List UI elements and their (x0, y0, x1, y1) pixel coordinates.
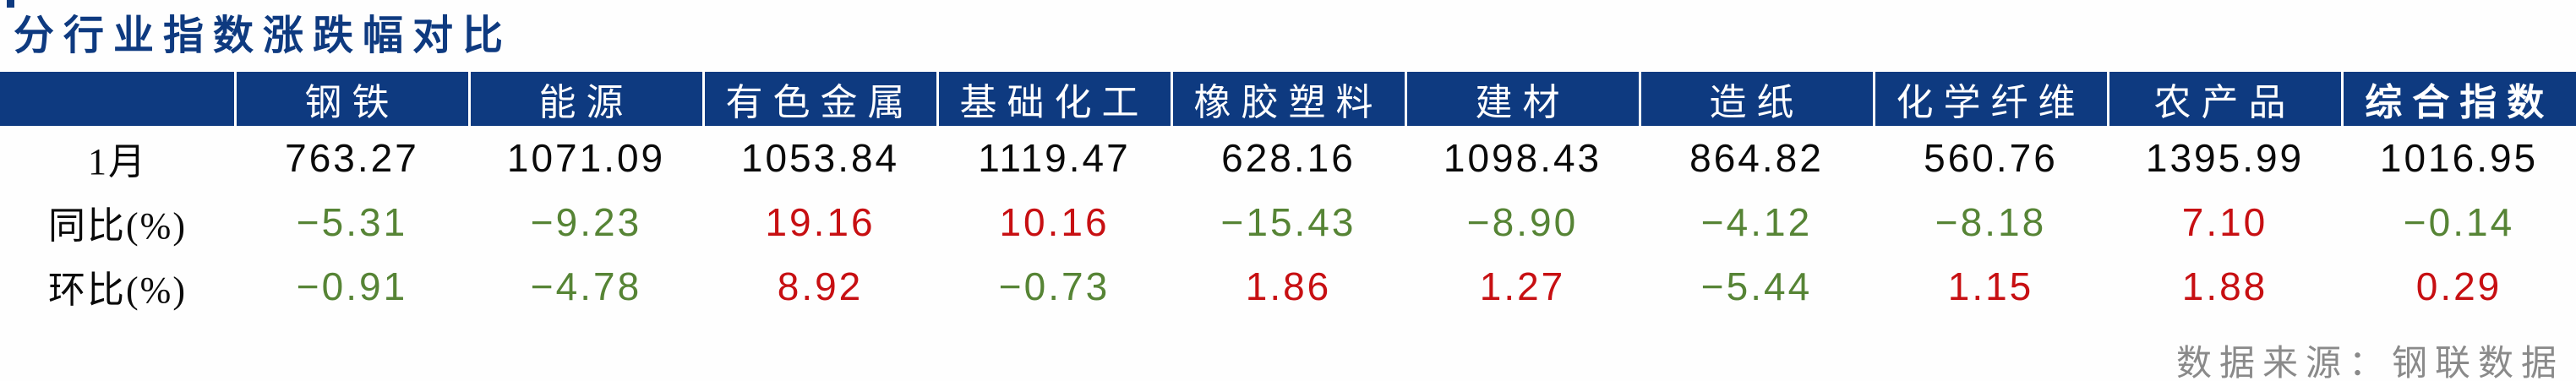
index-value-cell: 1395.99 (2145, 136, 2305, 180)
yoy-value-cell: 19.16 (765, 200, 876, 244)
mom-value-cell: 0.29 (2415, 264, 2502, 308)
blue-corner-fragment (7, 0, 14, 8)
yoy-value-cell: −5.31 (296, 200, 408, 244)
yoy-value-cell: 7.10 (2181, 200, 2268, 244)
data-source-note: 数据来源：钢联数据 (2175, 345, 2564, 381)
mom-value-cell: −0.73 (998, 264, 1111, 308)
col-header-chemical-fiber: 化学纤维 (1874, 72, 2109, 126)
yoy-value-cell: −15.43 (1220, 200, 1356, 244)
col-header-agricultural-products: 农产品 (2108, 72, 2344, 126)
col-header-steel: 钢铁 (235, 72, 471, 126)
mom-value-cell: 1.15 (1947, 264, 2034, 308)
row-label-header-cell (0, 72, 237, 126)
col-header-energy: 能源 (469, 72, 705, 126)
mom-value-cell: 8.92 (777, 264, 864, 308)
mom-value-cell: −5.44 (1700, 264, 1813, 308)
mom-value-cell: 1.88 (2181, 264, 2268, 308)
col-header-basic-chemicals: 基础化工 (937, 72, 1173, 126)
mom-value-cell: −4.78 (530, 264, 642, 308)
industry-index-table: 钢铁 能源 有色金属 基础化工 橡胶塑料 建材 造纸 化学纤维 农产品 综合指数… (0, 72, 2576, 318)
row-label-yoy: 同比(%) (48, 205, 187, 247)
index-value-cell: 1071.09 (506, 136, 666, 180)
index-value-cell: 628.16 (1221, 136, 1356, 180)
col-header-rubber-plastics: 橡胶塑料 (1171, 72, 1407, 126)
yoy-value-cell: −9.23 (530, 200, 642, 244)
col-header-composite-index: 综合指数 (2342, 72, 2576, 126)
table-row-mom: 环比(%) −0.91 −4.78 8.92 −0.73 1.86 1.27 −… (0, 254, 2576, 318)
yoy-value-cell: −4.12 (1700, 200, 1813, 244)
index-value-cell: 864.82 (1689, 136, 1824, 180)
row-label-january: 1月 (88, 141, 147, 182)
col-header-nonferrous-metals: 有色金属 (703, 72, 939, 126)
index-value-cell: 1016.95 (2379, 136, 2539, 180)
index-value-cell: 560.76 (1924, 136, 2058, 180)
table-header-row: 钢铁 能源 有色金属 基础化工 橡胶塑料 建材 造纸 化学纤维 农产品 综合指数 (0, 72, 2576, 126)
mom-value-cell: 1.86 (1245, 264, 1332, 308)
index-value-cell: 1119.47 (978, 136, 1131, 180)
col-header-building-materials: 建材 (1405, 72, 1641, 126)
index-value-cell: 1053.84 (740, 136, 900, 180)
yoy-value-cell: 10.16 (999, 200, 1110, 244)
yoy-value-cell: −8.18 (1935, 200, 2047, 244)
index-value-cell: 763.27 (285, 136, 419, 180)
yoy-value-cell: −8.90 (1466, 200, 1579, 244)
mom-value-cell: 1.27 (1479, 264, 1566, 308)
row-label-mom: 环比(%) (48, 269, 187, 311)
mom-value-cell: −0.91 (296, 264, 408, 308)
table-row-january-index: 1月 763.27 1071.09 1053.84 1119.47 628.16… (0, 126, 2576, 190)
table-row-yoy: 同比(%) −5.31 −9.23 19.16 10.16 −15.43 −8.… (0, 190, 2576, 254)
col-header-paper: 造纸 (1640, 72, 1875, 126)
yoy-value-cell: −0.14 (2403, 200, 2515, 244)
page-title: 分行业指数涨跌幅对比 (14, 14, 513, 58)
index-value-cell: 1098.43 (1443, 136, 1602, 180)
